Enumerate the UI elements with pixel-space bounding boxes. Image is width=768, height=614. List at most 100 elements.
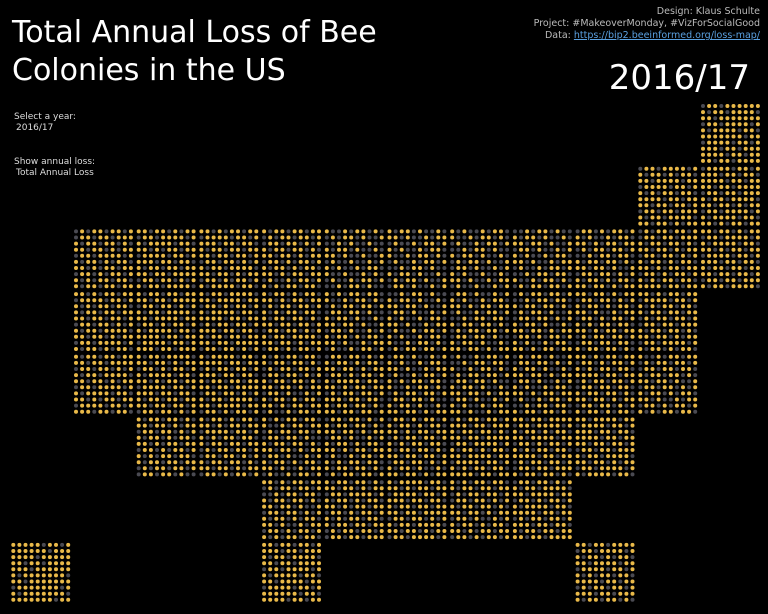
dot <box>217 310 222 315</box>
dot <box>499 235 503 240</box>
dot <box>242 298 247 303</box>
dot <box>361 241 366 246</box>
dot <box>456 429 461 434</box>
dot <box>248 229 253 234</box>
dot <box>280 498 285 503</box>
dot <box>480 360 485 365</box>
dot <box>122 284 127 289</box>
dot <box>411 235 416 240</box>
dot <box>310 504 315 509</box>
dot <box>274 561 279 566</box>
dot <box>581 448 586 452</box>
dot <box>600 460 604 465</box>
dot <box>136 466 141 471</box>
dot <box>330 460 335 465</box>
dot <box>268 347 273 351</box>
dot <box>543 466 548 471</box>
dot <box>361 492 366 497</box>
filter-value[interactable]: 2016/17 <box>16 123 54 133</box>
dot <box>549 354 554 359</box>
dot <box>486 347 491 351</box>
dot <box>229 429 234 434</box>
dot <box>474 535 479 540</box>
dot <box>681 191 685 196</box>
dot <box>310 549 315 553</box>
state-tile <box>512 354 572 414</box>
dot <box>173 247 178 252</box>
dot <box>280 597 285 602</box>
dot <box>486 272 491 277</box>
dot <box>755 229 760 234</box>
dot <box>292 486 297 491</box>
dot <box>549 516 554 521</box>
dot <box>656 298 661 303</box>
dot <box>191 423 196 428</box>
dot <box>399 259 404 264</box>
dot <box>161 316 166 321</box>
dot <box>355 441 360 446</box>
dot <box>436 367 441 371</box>
dot <box>525 272 530 277</box>
dot <box>229 385 234 390</box>
dot <box>537 360 542 365</box>
dot <box>361 397 366 402</box>
dot <box>418 266 422 270</box>
dot <box>519 367 523 371</box>
dot <box>310 316 315 321</box>
dot <box>298 504 303 509</box>
dot <box>600 292 604 297</box>
dot <box>262 472 267 477</box>
dot <box>418 397 422 402</box>
dot <box>355 266 360 270</box>
dot <box>486 492 491 497</box>
dot <box>229 259 234 264</box>
dot <box>373 367 378 371</box>
dot <box>330 409 335 414</box>
dot <box>561 385 566 390</box>
dot <box>424 466 429 471</box>
dot <box>387 322 392 327</box>
dot <box>567 334 572 339</box>
filter-value[interactable]: Total Annual Loss <box>16 168 94 178</box>
dot <box>361 535 366 540</box>
dot <box>492 522 497 527</box>
loss-filter[interactable]: Show annual loss: Total Annual Loss <box>14 157 95 179</box>
dot <box>128 340 133 345</box>
dot <box>330 522 335 527</box>
dot <box>242 466 247 471</box>
dot <box>110 379 115 384</box>
dot <box>116 373 121 378</box>
dot <box>217 417 222 422</box>
dot <box>337 266 341 270</box>
dot <box>310 480 315 485</box>
year-filter[interactable]: Select a year: 2016/17 <box>14 112 76 134</box>
dot <box>211 284 216 289</box>
dot <box>537 466 542 471</box>
dot <box>29 585 34 590</box>
dot <box>624 555 629 560</box>
dot <box>242 460 247 465</box>
data-link[interactable]: https://bip2.beeinformed.org/loss-map/ <box>573 30 760 41</box>
dot <box>310 561 315 566</box>
dot <box>624 460 629 465</box>
dot <box>725 185 730 189</box>
dot <box>537 480 542 485</box>
dot <box>713 259 718 264</box>
dot <box>248 472 253 477</box>
dot <box>148 435 153 440</box>
dot <box>531 340 536 345</box>
dot <box>248 441 253 446</box>
dot <box>393 409 398 414</box>
dot <box>618 397 623 402</box>
dot <box>674 247 679 252</box>
dot <box>456 241 461 246</box>
dot <box>80 340 85 345</box>
dot <box>98 292 103 297</box>
dot <box>624 454 629 459</box>
dot <box>349 510 354 515</box>
dot <box>755 116 760 121</box>
dot <box>743 241 748 246</box>
dot <box>92 284 97 289</box>
dot <box>499 504 503 509</box>
dot <box>749 172 754 177</box>
